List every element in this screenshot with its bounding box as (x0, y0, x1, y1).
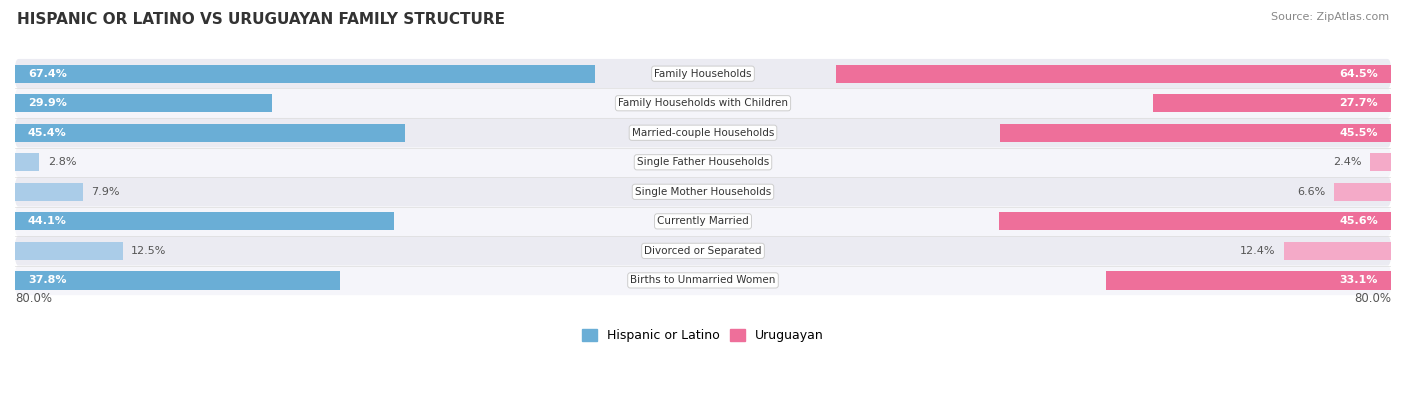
Text: Single Father Households: Single Father Households (637, 157, 769, 167)
Bar (1371, 153, 1391, 171)
FancyBboxPatch shape (15, 118, 1391, 147)
Bar (15, 182, 83, 201)
FancyBboxPatch shape (15, 236, 1391, 265)
Text: 80.0%: 80.0% (15, 292, 52, 305)
Text: 64.5%: 64.5% (1340, 69, 1378, 79)
Text: 37.8%: 37.8% (28, 275, 66, 286)
FancyBboxPatch shape (15, 177, 1391, 207)
Text: HISPANIC OR LATINO VS URUGUAYAN FAMILY STRUCTURE: HISPANIC OR LATINO VS URUGUAYAN FAMILY S… (17, 12, 505, 27)
Bar (1334, 182, 1391, 201)
Bar (15, 242, 122, 260)
Text: 33.1%: 33.1% (1340, 275, 1378, 286)
Text: 29.9%: 29.9% (28, 98, 66, 108)
Bar (837, 64, 1391, 83)
FancyBboxPatch shape (15, 265, 1391, 295)
FancyBboxPatch shape (15, 207, 1391, 236)
Text: 2.4%: 2.4% (1333, 157, 1362, 167)
Text: Married-couple Households: Married-couple Households (631, 128, 775, 138)
Text: Single Mother Households: Single Mother Households (636, 187, 770, 197)
FancyBboxPatch shape (15, 147, 1391, 177)
Legend: Hispanic or Latino, Uruguayan: Hispanic or Latino, Uruguayan (578, 324, 828, 347)
FancyBboxPatch shape (15, 88, 1391, 118)
Text: Family Households with Children: Family Households with Children (619, 98, 787, 108)
Text: Currently Married: Currently Married (657, 216, 749, 226)
Text: 27.7%: 27.7% (1340, 98, 1378, 108)
FancyBboxPatch shape (15, 59, 1391, 88)
Bar (1284, 242, 1391, 260)
Text: 67.4%: 67.4% (28, 69, 66, 79)
Text: 45.6%: 45.6% (1340, 216, 1378, 226)
Text: 2.8%: 2.8% (48, 157, 76, 167)
Text: Family Households: Family Households (654, 69, 752, 79)
Text: Births to Unmarried Women: Births to Unmarried Women (630, 275, 776, 286)
Text: 12.4%: 12.4% (1240, 246, 1275, 256)
Text: 44.1%: 44.1% (28, 216, 66, 226)
Text: 80.0%: 80.0% (1354, 292, 1391, 305)
Bar (1000, 124, 1391, 142)
Text: 45.5%: 45.5% (1340, 128, 1378, 138)
Bar (15, 153, 39, 171)
Text: 12.5%: 12.5% (131, 246, 166, 256)
Text: Divorced or Separated: Divorced or Separated (644, 246, 762, 256)
Bar (15, 124, 405, 142)
Bar (15, 212, 394, 231)
Text: Source: ZipAtlas.com: Source: ZipAtlas.com (1271, 12, 1389, 22)
Text: 45.4%: 45.4% (28, 128, 66, 138)
Bar (15, 64, 595, 83)
Text: 7.9%: 7.9% (91, 187, 120, 197)
Text: 6.6%: 6.6% (1298, 187, 1326, 197)
Bar (1153, 94, 1391, 112)
Bar (1107, 271, 1391, 290)
Bar (15, 94, 273, 112)
Bar (998, 212, 1391, 231)
Bar (15, 271, 340, 290)
